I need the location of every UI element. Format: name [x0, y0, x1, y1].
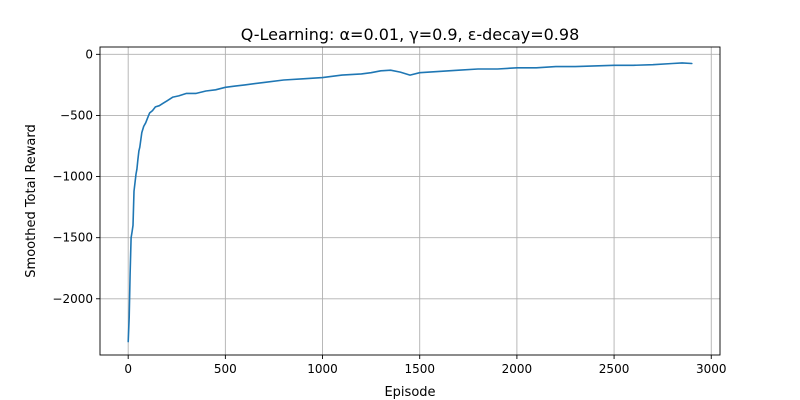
x-tick-label: 0 [124, 362, 132, 376]
y-tick-label: 0 [85, 47, 93, 61]
x-axis-ticks: 0 500 1000 1500 2000 2500 3000 [124, 355, 727, 376]
x-tick-label: 3000 [696, 362, 727, 376]
x-tick-label: 1000 [307, 362, 338, 376]
axes [99, 46, 721, 356]
reward-series-line [127, 62, 693, 343]
grid-lines [100, 47, 720, 355]
x-axis-label: Episode [384, 385, 435, 400]
plot-series [127, 62, 693, 343]
plot-frame [99, 46, 721, 356]
x-tick-label: 2500 [599, 362, 630, 376]
x-tick-label: 1500 [404, 362, 435, 376]
y-axis-ticks: 0 −500 −1000 −1500 −2000 [52, 47, 100, 306]
y-tick-label: −500 [60, 108, 93, 122]
y-tick-label: −2000 [52, 292, 93, 306]
y-tick-label: −1000 [52, 170, 93, 184]
chart-title: Q-Learning: α=0.01, γ=0.9, ε-decay=0.98 [241, 25, 580, 44]
x-tick-label: 2000 [502, 362, 533, 376]
y-axis-label: Smoothed Total Reward [24, 124, 39, 277]
y-tick-label: −1500 [52, 231, 93, 245]
x-tick-label: 500 [214, 362, 237, 376]
